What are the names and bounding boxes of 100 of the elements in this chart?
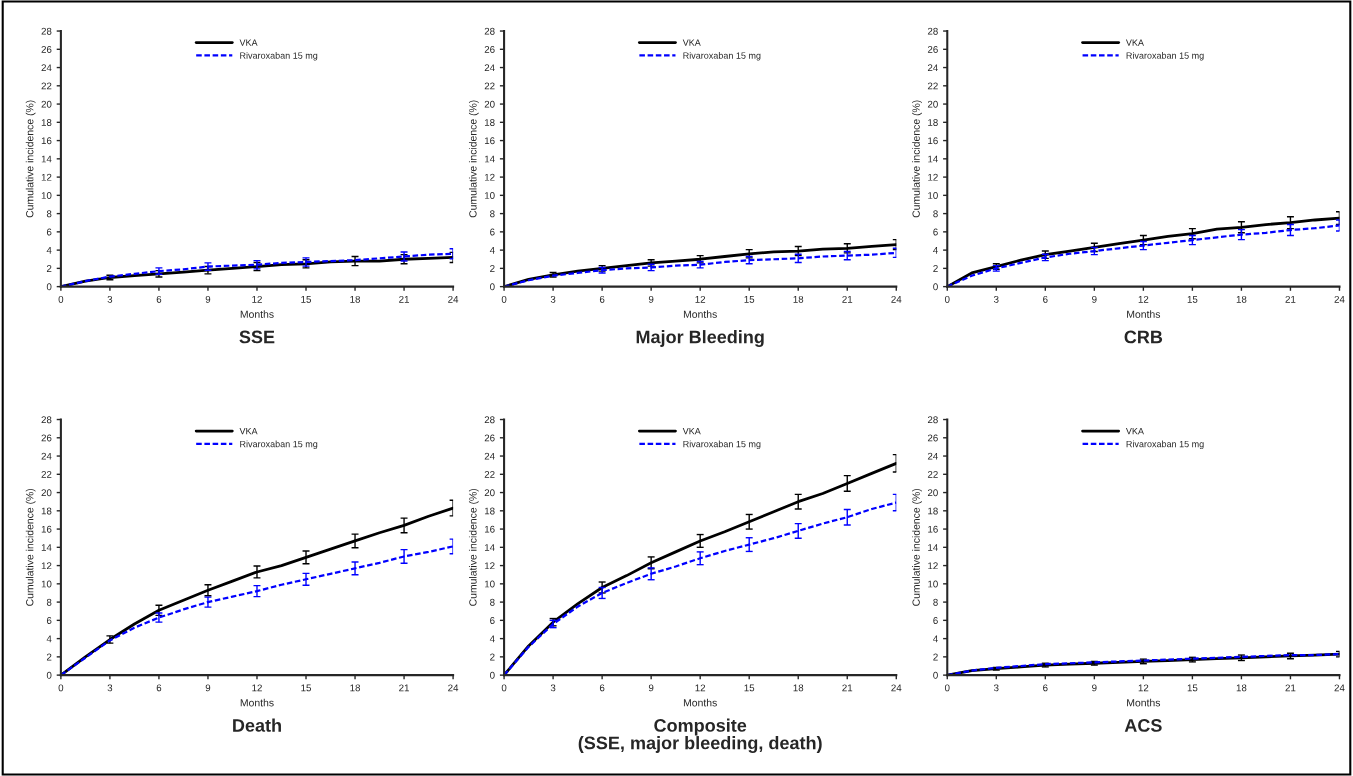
y-tick-label: 14 — [41, 544, 52, 551]
legend-label: Rivaroxaban 15 mg — [1126, 440, 1204, 449]
y-tick-label: 22 — [41, 471, 52, 478]
x-tick-label: 24 — [448, 295, 459, 303]
x-tick-label: 15 — [1187, 684, 1198, 692]
y-axis-title: Cumulative incidence (%) — [912, 488, 922, 606]
x-tick-label: 9 — [648, 295, 654, 303]
y-tick-label: 4 — [933, 635, 938, 643]
x-tick-label: 0 — [58, 684, 64, 692]
x-tick-label: 6 — [599, 295, 605, 303]
y-tick-label: 20 — [927, 100, 938, 108]
y-tick-label: 18 — [41, 119, 52, 126]
y-tick-label: 6 — [490, 617, 495, 624]
y-tick-label: 0 — [490, 671, 495, 679]
y-tick-label: 28 — [927, 416, 938, 424]
x-tick-label: 12 — [1138, 295, 1149, 303]
x-tick-label: 18 — [350, 295, 361, 303]
x-tick-label: 3 — [550, 295, 556, 303]
x-tick-label: 24 — [1334, 684, 1345, 692]
legend-label: Rivaroxaban 15 mg — [240, 440, 318, 449]
y-tick-label: 8 — [46, 598, 52, 606]
text: ACS — [1124, 719, 1162, 732]
x-axis-title: Months — [1127, 310, 1161, 318]
y-tick-label: 20 — [41, 489, 52, 497]
legend-label: VKA — [682, 39, 701, 46]
y-tick-label: 26 — [927, 46, 938, 53]
y-tick-label: 20 — [484, 489, 495, 497]
y-tick-label: 18 — [484, 507, 495, 515]
y-tick-label: 6 — [490, 228, 495, 236]
x-tick-label: 21 — [399, 295, 409, 303]
y-tick-label: 14 — [928, 544, 938, 551]
y-tick-label: 24 — [927, 452, 938, 460]
x-tick-label: 15 — [744, 296, 755, 303]
legend-label: Rivaroxaban 15 mg — [683, 52, 761, 61]
y-tick-label: 28 — [484, 416, 495, 424]
y-tick-label: 2 — [933, 653, 938, 661]
x-axis-title: Months — [240, 698, 274, 707]
y-tick-label: 6 — [933, 617, 938, 624]
y-tick-label: 18 — [928, 119, 938, 126]
x-tick-label: 15 — [1187, 296, 1198, 303]
x-tick-label: 9 — [1092, 684, 1097, 692]
y-tick-label: 10 — [484, 580, 495, 588]
y-tick-label: 24 — [484, 452, 495, 460]
x-tick-label: 3 — [993, 295, 999, 303]
y-tick-label: 26 — [484, 46, 495, 53]
x-tick-label: 12 — [252, 295, 262, 303]
y-tick-label: 4 — [933, 246, 938, 254]
y-tick-label: 24 — [484, 64, 495, 72]
y-tick-label: 16 — [41, 137, 52, 145]
y-tick-label: 12 — [484, 173, 495, 181]
x-tick-label: 0 — [501, 684, 507, 692]
y-tick-label: 14 — [484, 155, 495, 163]
y-tick-label: 12 — [41, 562, 52, 570]
y-tick-label: 6 — [933, 228, 938, 236]
x-tick-label: 9 — [205, 684, 211, 692]
y-tick-label: 0 — [46, 283, 52, 291]
y-tick-label: 22 — [927, 471, 938, 478]
y-tick-label: 28 — [41, 416, 52, 424]
x-tick-label: 18 — [793, 295, 804, 303]
x-tick-label: 9 — [1092, 295, 1097, 303]
y-tick-label: 16 — [41, 525, 52, 533]
y-tick-label: 0 — [933, 671, 938, 679]
y-tick-label: 2 — [490, 653, 495, 661]
y-tick-label: 20 — [41, 100, 52, 108]
x-tick-label: 21 — [842, 684, 853, 692]
x-tick-label: 6 — [1043, 295, 1048, 303]
x-tick-label: 18 — [350, 684, 361, 692]
legend-label: VKA — [1125, 427, 1144, 435]
y-tick-label: 28 — [484, 27, 495, 35]
legend-label: VKA — [239, 39, 258, 46]
y-tick-label: 2 — [490, 265, 495, 272]
y-tick-label: 12 — [41, 173, 52, 181]
y-tick-label: 10 — [41, 580, 52, 588]
y-axis-title: Cumulative incidence (%) — [468, 488, 479, 606]
y-tick-label: 6 — [46, 228, 52, 236]
x-tick-label: 24 — [1334, 295, 1345, 303]
y-tick-label: 8 — [46, 210, 52, 218]
y-tick-label: 28 — [41, 27, 52, 35]
x-axis-title: Months — [240, 310, 274, 318]
y-axis-title: Cumulative incidence (%) — [25, 100, 36, 218]
y-tick-label: 16 — [928, 525, 938, 533]
x-tick-label: 9 — [648, 684, 654, 692]
legend-label: VKA — [1125, 39, 1144, 46]
y-tick-label: 16 — [484, 525, 495, 533]
x-tick-label: 21 — [1285, 295, 1296, 303]
x-tick-label: 6 — [156, 295, 162, 303]
y-tick-label: 2 — [933, 265, 938, 272]
y-tick-label: 4 — [489, 246, 495, 254]
y-tick-label: 8 — [933, 598, 938, 606]
x-tick-label: 6 — [156, 684, 162, 692]
y-tick-label: 16 — [928, 137, 938, 145]
x-axis-title: Months — [1127, 698, 1161, 707]
x-tick-label: 12 — [695, 295, 706, 303]
x-tick-label: 9 — [205, 295, 211, 303]
y-tick-label: 4 — [489, 635, 495, 643]
legend-label: VKA — [239, 427, 258, 435]
y-axis-title: Cumulative incidence (%) — [25, 488, 36, 606]
y-tick-label: 18 — [484, 119, 495, 126]
y-tick-label: 14 — [41, 155, 52, 163]
y-tick-label: 2 — [46, 653, 52, 661]
